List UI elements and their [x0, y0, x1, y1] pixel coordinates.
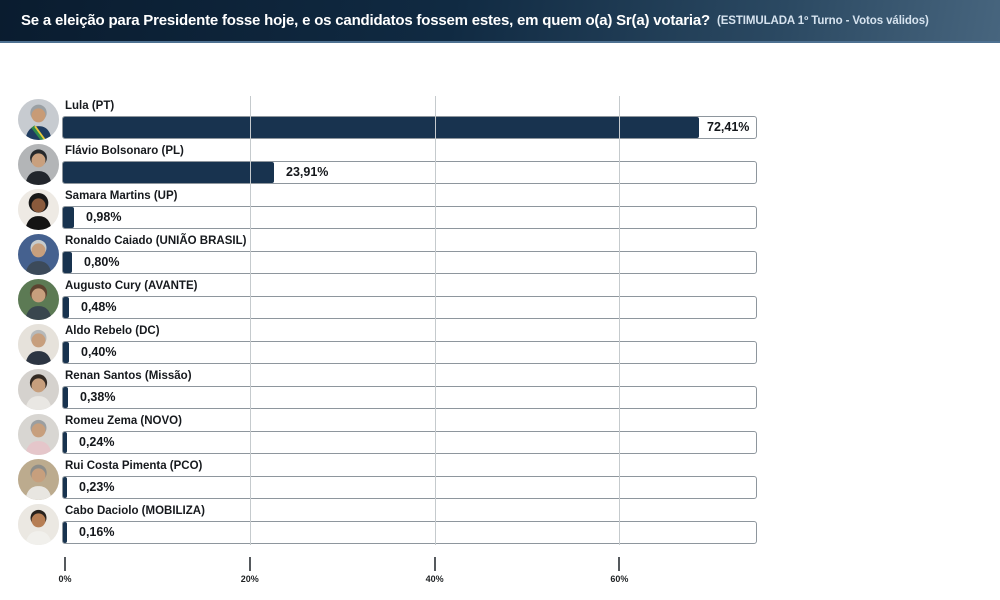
- candidate-row: Rui Costa Pimenta (PCO) 0,23%: [0, 459, 770, 504]
- bar-value-label: 0,48%: [81, 300, 117, 314]
- bar-track: 0,98%: [62, 206, 757, 229]
- candidate-row: Lula (PT) 72,41%: [0, 99, 770, 144]
- axis-tick: [618, 557, 621, 571]
- gridline: [434, 96, 436, 545]
- bar-track: 23,91%: [62, 161, 757, 184]
- candidate-avatar: [18, 414, 59, 455]
- person-avatar-icon: [18, 369, 59, 410]
- bar-track: 0,16%: [62, 521, 757, 544]
- person-avatar-icon: [18, 414, 59, 455]
- person-avatar-icon: [18, 144, 59, 185]
- candidate-row: Flávio Bolsonaro (PL) 23,91%: [0, 144, 770, 189]
- bar-track: 0,48%: [62, 296, 757, 319]
- axis-tick: [433, 557, 436, 571]
- axis-tick-label: 60%: [610, 574, 629, 584]
- bar-fill: [63, 207, 74, 228]
- bar-value-label: 0,24%: [79, 435, 115, 449]
- candidate-row: Ronaldo Caiado (UNIÃO BRASIL) 0,80%: [0, 234, 770, 279]
- bar-fill: [63, 117, 699, 138]
- person-avatar-icon: [18, 459, 59, 500]
- candidate-row: Romeu Zema (NOVO) 0,24%: [0, 414, 770, 459]
- question-title: Se a eleição para Presidente fosse hoje,…: [21, 12, 710, 29]
- bar-value-label: 0,38%: [80, 390, 116, 404]
- candidate-avatar: [18, 459, 59, 500]
- candidate-name: Cabo Daciolo (MOBILIZA): [65, 505, 205, 517]
- bar-value-label: 0,80%: [84, 255, 120, 269]
- candidate-row: Augusto Cury (AVANTE) 0,48%: [0, 279, 770, 324]
- candidate-name: Flávio Bolsonaro (PL): [65, 145, 184, 157]
- candidate-avatar: [18, 189, 59, 230]
- person-avatar-icon: [18, 189, 59, 230]
- bar-track: 72,41%: [62, 116, 757, 139]
- bar-fill: [63, 522, 67, 543]
- bar-track: 0,24%: [62, 431, 757, 454]
- candidate-name: Lula (PT): [65, 100, 115, 112]
- bar-value-label: 23,91%: [286, 165, 329, 179]
- bar-value-label: 0,23%: [79, 480, 115, 494]
- question-header: Se a eleição para Presidente fosse hoje,…: [0, 0, 1000, 43]
- candidate-avatar: [18, 369, 59, 410]
- candidate-row: Cabo Daciolo (MOBILIZA) 0,16%: [0, 504, 770, 549]
- bar-value-label: 72,41%: [707, 120, 750, 134]
- bar-fill: [63, 477, 67, 498]
- bar-value-label: 0,40%: [81, 345, 117, 359]
- bar-track: 0,80%: [62, 251, 757, 274]
- bar-track: 0,38%: [62, 386, 757, 409]
- candidate-avatar: [18, 279, 59, 320]
- candidate-avatar: [18, 234, 59, 275]
- candidate-name: Samara Martins (UP): [65, 190, 178, 202]
- bar-fill: [63, 432, 67, 453]
- candidate-row: Samara Martins (UP) 0,98%: [0, 189, 770, 234]
- candidate-name: Rui Costa Pimenta (PCO): [65, 460, 203, 472]
- gridline: [249, 96, 251, 545]
- candidate-name: Romeu Zema (NOVO): [65, 415, 182, 427]
- person-avatar-icon: [18, 324, 59, 365]
- candidate-name: Ronaldo Caiado (UNIÃO BRASIL): [65, 235, 247, 247]
- axis-tick: [248, 557, 251, 571]
- bar-fill: [63, 342, 69, 363]
- candidate-name: Renan Santos (Missão): [65, 370, 192, 382]
- bar-fill: [63, 252, 72, 273]
- gridline: [619, 96, 621, 545]
- candidate-avatar: [18, 144, 59, 185]
- bar-track: 0,40%: [62, 341, 757, 364]
- person-avatar-icon: [18, 279, 59, 320]
- person-avatar-icon: [18, 234, 59, 275]
- bar-track: 0,23%: [62, 476, 757, 499]
- bar-value-label: 0,98%: [86, 210, 122, 224]
- candidate-name: Aldo Rebelo (DC): [65, 325, 160, 337]
- candidate-name: Augusto Cury (AVANTE): [65, 280, 198, 292]
- candidate-row: Renan Santos (Missão) 0,38%: [0, 369, 770, 414]
- bar-fill: [63, 387, 68, 408]
- bar-value-label: 0,16%: [79, 525, 115, 539]
- candidate-avatar: [18, 324, 59, 365]
- axis-tick: [64, 557, 66, 571]
- candidate-avatar: [18, 99, 59, 140]
- question-subtitle: (ESTIMULADA 1º Turno - Votos válidos): [717, 14, 929, 27]
- candidate-row: Aldo Rebelo (DC) 0,40%: [0, 324, 770, 369]
- axis-tick-label: 40%: [425, 574, 444, 584]
- bar-fill: [63, 162, 274, 183]
- bar-fill: [63, 297, 69, 318]
- candidate-avatar: [18, 504, 59, 545]
- axis-tick-label: 20%: [240, 574, 259, 584]
- person-avatar-icon: [18, 504, 59, 545]
- axis-tick-label: 0%: [58, 574, 72, 584]
- person-avatar-icon: [18, 99, 59, 140]
